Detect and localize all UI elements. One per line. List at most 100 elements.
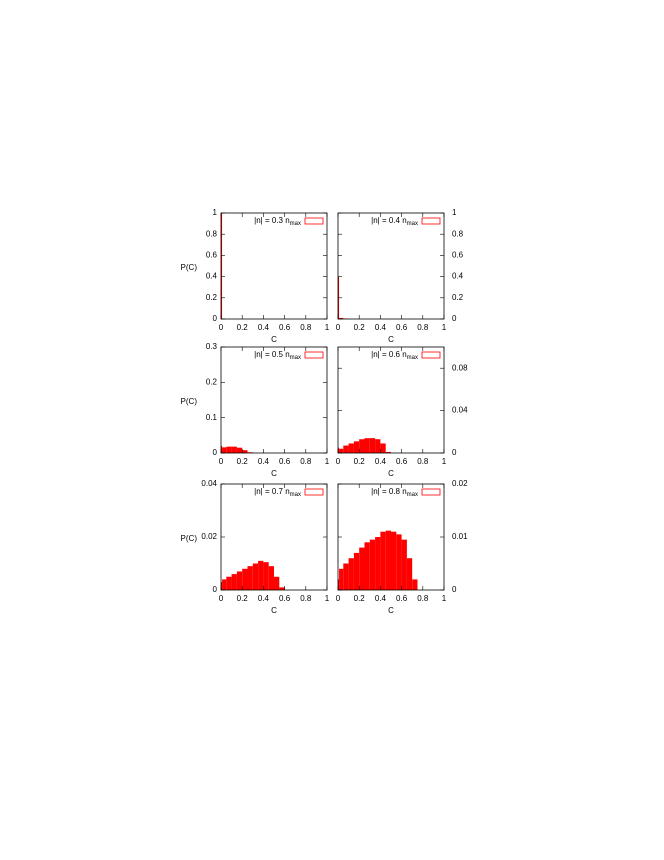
y-tick-label: 0.01 bbox=[452, 532, 468, 541]
legend-subscript: max bbox=[407, 355, 418, 361]
x-tick-label: 0.6 bbox=[279, 323, 291, 332]
y-tick-label: 0.3 bbox=[206, 342, 218, 351]
x-tick-label: 0.6 bbox=[396, 594, 408, 603]
bar bbox=[226, 446, 232, 453]
bar bbox=[338, 447, 340, 453]
bar bbox=[391, 531, 397, 590]
y-tick-label: 0.4 bbox=[452, 272, 464, 281]
plot-frame bbox=[220, 346, 328, 454]
bar bbox=[364, 438, 370, 453]
bar bbox=[380, 531, 386, 590]
legend-text: |n| = 0.5 n bbox=[254, 350, 290, 359]
x-tick-label: 0.8 bbox=[417, 323, 429, 332]
y-tick-label: 1 bbox=[452, 208, 457, 217]
x-tick-label: 0.8 bbox=[417, 594, 429, 603]
x-tick-label: 0.8 bbox=[417, 457, 429, 466]
x-tick-label: 0.6 bbox=[396, 323, 408, 332]
bar bbox=[339, 448, 344, 453]
y-tick-label: 0.8 bbox=[452, 229, 464, 238]
x-tick-label: 0.4 bbox=[375, 323, 387, 332]
bar bbox=[247, 566, 253, 590]
legend-label: |n| = 0.8 nmax bbox=[371, 487, 418, 497]
bar bbox=[279, 587, 285, 590]
x-tick-label: 1 bbox=[325, 323, 330, 332]
x-tick-label: 0 bbox=[336, 594, 341, 603]
legend-label: |n| = 0.3 nmax bbox=[254, 216, 301, 226]
y-tick-label: 0.6 bbox=[452, 251, 464, 260]
bar bbox=[274, 576, 280, 590]
legend-swatch bbox=[421, 351, 441, 359]
bar bbox=[221, 582, 223, 590]
x-tick-label: 0.8 bbox=[300, 457, 312, 466]
bar bbox=[268, 566, 274, 590]
bar bbox=[231, 574, 237, 590]
x-tick-label: 0.6 bbox=[396, 457, 408, 466]
x-axis-label: C bbox=[271, 469, 277, 478]
bar bbox=[369, 438, 376, 453]
y-tick-label: 0 bbox=[452, 314, 457, 323]
y-tick-label: 0.04 bbox=[452, 406, 468, 415]
legend-label: |n| = 0.5 nmax bbox=[254, 350, 301, 360]
legend-swatch bbox=[304, 351, 324, 359]
x-axis-label: C bbox=[271, 606, 277, 615]
y-tick-label: 0 bbox=[213, 585, 218, 594]
bar bbox=[359, 547, 365, 590]
bar bbox=[339, 568, 344, 590]
bar bbox=[263, 562, 269, 590]
bar bbox=[385, 451, 391, 453]
y-tick-label: 0.04 bbox=[201, 479, 217, 488]
y-tick-label: 0 bbox=[213, 448, 218, 457]
bar bbox=[339, 317, 344, 319]
bar bbox=[231, 446, 237, 453]
x-tick-label: 0 bbox=[336, 323, 341, 332]
bar bbox=[385, 530, 391, 590]
x-tick-label: 0.4 bbox=[258, 457, 270, 466]
legend-label: |n| = 0.6 nmax bbox=[371, 350, 418, 360]
x-tick-label: 0.4 bbox=[258, 323, 270, 332]
bar bbox=[242, 568, 248, 590]
y-tick-label: 0.02 bbox=[201, 532, 217, 541]
x-axis-label: C bbox=[388, 469, 394, 478]
x-tick-label: 0.6 bbox=[279, 594, 291, 603]
y-tick-label: 0.2 bbox=[206, 293, 218, 302]
legend-text: |n| = 0.4 n bbox=[371, 216, 407, 225]
bar bbox=[412, 579, 418, 590]
bar bbox=[221, 213, 223, 319]
y-tick-label: 0.2 bbox=[452, 293, 464, 302]
x-tick-label: 1 bbox=[442, 457, 447, 466]
y-tick-label: 0 bbox=[452, 585, 457, 594]
bar bbox=[396, 534, 402, 590]
x-tick-label: 0 bbox=[219, 323, 224, 332]
bar bbox=[221, 445, 223, 453]
legend-subscript: max bbox=[290, 221, 301, 227]
y-tick-label: 0 bbox=[213, 314, 218, 323]
legend-text: |n| = 0.6 n bbox=[371, 350, 407, 359]
x-tick-label: 0.8 bbox=[300, 323, 312, 332]
x-tick-label: 0 bbox=[219, 594, 224, 603]
bar bbox=[258, 560, 264, 590]
x-axis-label: C bbox=[271, 335, 277, 344]
bar bbox=[226, 576, 232, 590]
legend-swatch bbox=[304, 217, 324, 225]
x-tick-label: 0 bbox=[336, 457, 341, 466]
bar bbox=[222, 447, 227, 453]
y-tick-label: 0.8 bbox=[206, 229, 218, 238]
bar bbox=[401, 539, 407, 590]
bar bbox=[343, 445, 349, 453]
x-tick-label: 1 bbox=[442, 594, 447, 603]
bar bbox=[364, 542, 370, 590]
bar bbox=[242, 450, 248, 453]
legend-label: |n| = 0.4 nmax bbox=[371, 216, 418, 226]
bar bbox=[375, 439, 381, 453]
legend-swatch bbox=[304, 488, 324, 496]
x-tick-label: 0.4 bbox=[375, 594, 387, 603]
x-axis-label: C bbox=[388, 606, 394, 615]
y-tick-label: 0.08 bbox=[452, 363, 468, 372]
bar bbox=[343, 563, 349, 590]
x-axis-label: C bbox=[388, 335, 394, 344]
x-tick-label: 1 bbox=[325, 594, 330, 603]
bar bbox=[406, 558, 413, 590]
x-tick-label: 0.2 bbox=[237, 457, 249, 466]
bar bbox=[375, 537, 381, 590]
